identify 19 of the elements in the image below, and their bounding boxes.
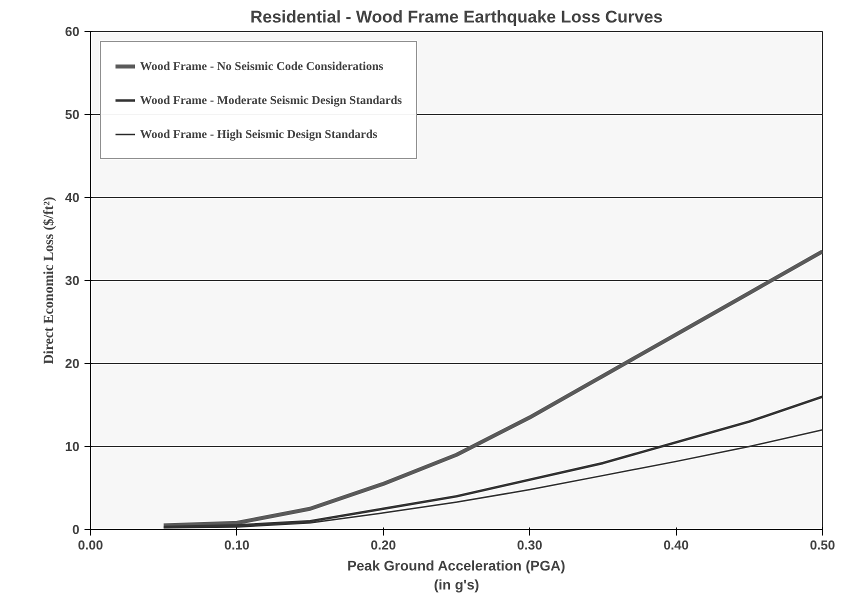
y-axis-title: Direct Economic Loss ($/ft²): [42, 196, 58, 364]
y-tick-label: 0: [72, 522, 80, 537]
x-tick-label: 0.50: [810, 538, 836, 552]
y-tick-label: 10: [65, 439, 80, 454]
legend-label: Wood Frame - No Seismic Code Considerations: [140, 58, 384, 74]
legend-label: Wood Frame - Moderate Seismic Design Standards: [140, 92, 402, 108]
x-axis-title: Peak Ground Acceleration (PGA) (in g's): [347, 558, 566, 593]
x-tick-label: 0.40: [663, 538, 689, 552]
x-tick-label: 0.30: [517, 538, 542, 552]
y-tick-label: 50: [65, 107, 80, 122]
x-tick-label: 0.00: [78, 538, 104, 552]
y-tick-label: 20: [65, 356, 80, 371]
y-tick-label: 30: [65, 273, 80, 288]
y-tick-label: 40: [65, 190, 80, 205]
legend-label: Wood Frame - High Seismic Design Standards: [140, 126, 378, 142]
chart-title: Residential - Wood Frame Earthquake Loss Curves: [250, 8, 663, 26]
x-tick-label: 0.10: [224, 538, 250, 552]
y-tick-label: 60: [65, 24, 80, 39]
x-tick-label: 0.20: [370, 538, 396, 552]
